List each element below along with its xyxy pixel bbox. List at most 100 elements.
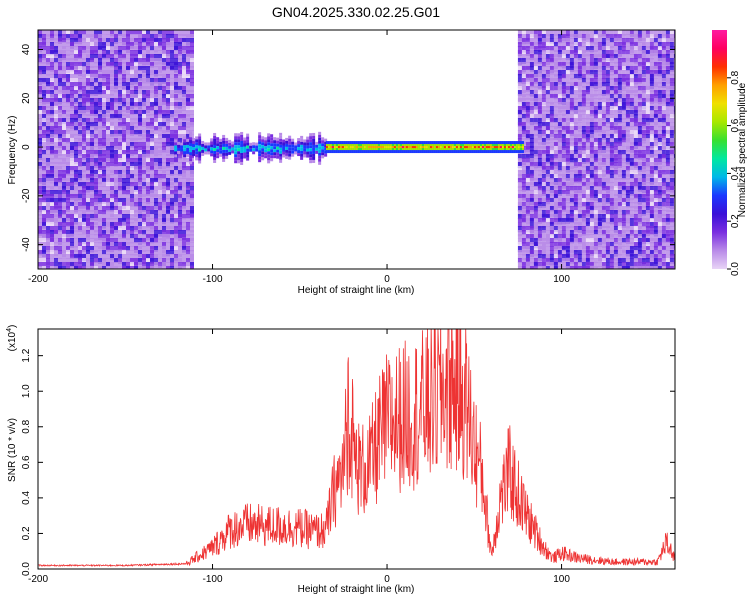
heatmap-cell — [641, 122, 646, 129]
heatmap-cell — [62, 154, 66, 162]
heatmap-cell — [601, 266, 606, 269]
heatmap-cell — [42, 154, 46, 162]
heatmap-cell — [649, 34, 654, 39]
heatmap-cell — [90, 74, 94, 82]
heatmap-cell — [565, 150, 570, 156]
heatmap-cell — [613, 194, 618, 202]
heatmap-cell — [561, 254, 566, 261]
heatmap-cell — [529, 118, 534, 126]
heatmap-cell — [174, 38, 178, 44]
heatmap-cell — [601, 230, 606, 236]
heatmap-cell — [585, 98, 590, 104]
heatmap-cell — [182, 78, 186, 84]
heatmap-cell — [525, 110, 530, 117]
heatmap-cell — [158, 134, 162, 140]
heatmap-cell — [154, 182, 158, 189]
heatmap-cell — [190, 38, 194, 44]
heatmap-cell — [66, 118, 70, 123]
heatmap-cell — [54, 242, 58, 248]
heatmap-cell — [533, 242, 538, 249]
heatmap-cell — [561, 70, 566, 78]
heatmap-cell — [78, 218, 82, 226]
heatmap-cell — [569, 186, 574, 192]
heatmap-cell — [545, 266, 550, 269]
heatmap-cell — [525, 134, 530, 140]
heatmap-cell — [118, 74, 122, 81]
heatmap-cell — [86, 150, 90, 158]
heatmap-cell — [170, 146, 174, 153]
heatmap-cell — [589, 198, 594, 204]
heatmap-cell — [673, 238, 675, 246]
heatmap-cell — [569, 102, 574, 109]
heatmap-cell — [134, 230, 138, 235]
heatmap-cell — [557, 246, 562, 254]
heatmap-cell — [561, 178, 566, 186]
heatmap-cell — [126, 162, 130, 169]
heatmap-cell — [78, 90, 82, 96]
heatmap-cell — [573, 198, 578, 205]
heatmap-cell — [593, 142, 598, 150]
heatmap-cell — [162, 82, 166, 88]
heatmap-cell — [158, 122, 162, 130]
heatmap-cell — [166, 266, 170, 269]
heatmap-cell — [657, 190, 662, 196]
heatmap-cell — [122, 210, 126, 216]
heatmap-cell — [118, 250, 122, 255]
heatmap-cell — [102, 78, 106, 85]
heatmap-cell — [657, 134, 662, 140]
heatmap-cell — [46, 162, 50, 168]
heatmap-cell — [240, 137, 244, 141]
heatmap-cell — [569, 30, 574, 38]
heatmap-cell — [577, 146, 582, 154]
heatmap-cell — [629, 102, 634, 110]
heatmap-cell — [114, 142, 118, 149]
heatmap-cell — [58, 266, 62, 269]
heatmap-cell — [537, 62, 542, 67]
heatmap-cell — [537, 182, 542, 189]
heatmap-cell — [641, 90, 646, 95]
heatmap-cell — [649, 214, 654, 220]
heatmap-cell — [225, 146, 229, 150]
heatmap-cell — [82, 134, 86, 141]
heatmap-cell — [525, 238, 530, 243]
heatmap-cell — [637, 178, 642, 184]
heatmap-cell — [82, 46, 86, 54]
heatmap-cell — [134, 178, 138, 183]
heatmap-cell — [94, 246, 98, 253]
heatmap-cell — [58, 82, 62, 87]
heatmap-cell — [134, 134, 138, 141]
heatmap-cell — [261, 145, 265, 149]
heatmap-cell — [58, 98, 62, 105]
heatmap-cell — [601, 178, 606, 185]
heatmap-cell — [617, 46, 622, 51]
heatmap-cell — [58, 254, 62, 259]
heatmap-cell — [549, 246, 554, 251]
heatmap-cell — [545, 34, 550, 42]
heatmap-cell — [186, 222, 190, 227]
heatmap-cell — [641, 166, 646, 173]
heatmap-cell — [86, 138, 90, 143]
heatmap-cell — [98, 66, 102, 73]
heatmap-cell — [589, 182, 594, 188]
heatmap-cell — [106, 218, 110, 226]
heatmap-cell — [557, 114, 562, 121]
heatmap-cell — [533, 218, 538, 226]
heatmap-cell — [665, 106, 670, 111]
heatmap-cell — [577, 198, 582, 206]
heatmap-cell — [545, 86, 550, 91]
heatmap-cell — [70, 202, 74, 207]
heatmap-cell — [637, 94, 642, 100]
heatmap-cell — [138, 166, 142, 174]
heatmap-cell — [158, 202, 162, 210]
heatmap-cell — [174, 210, 178, 218]
heatmap-cell — [589, 254, 594, 260]
heatmap-cell — [645, 162, 650, 168]
heatmap-cell — [54, 94, 58, 101]
heatmap-cell — [565, 254, 570, 261]
heatmap-cell — [597, 42, 602, 47]
heatmap-cell — [561, 206, 566, 212]
heatmap-cell — [529, 166, 534, 174]
heatmap-cell — [267, 133, 271, 137]
heatmap-cell — [605, 250, 610, 255]
heatmap-cell — [114, 70, 118, 78]
